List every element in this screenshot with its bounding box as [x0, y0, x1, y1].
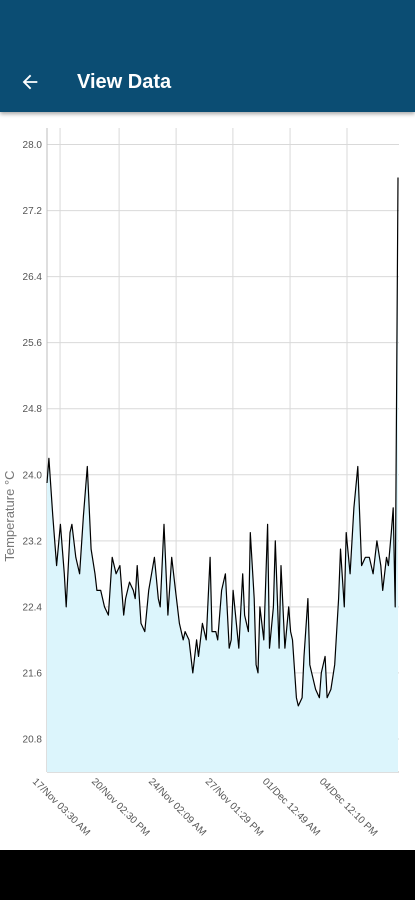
y-axis-ticks: 20.8 21.6 22.4 23.2 24.0 24.8 25.6 26.4 27.2 28.0	[23, 140, 43, 745]
y-axis-label: Temperature °C	[2, 470, 17, 561]
back-button[interactable]	[14, 66, 46, 98]
x-tick-label: 20/Nov 02:30 PM	[89, 776, 151, 838]
y-tick-label: 27.2	[23, 206, 43, 217]
y-tick-label: 21.6	[23, 668, 43, 679]
system-navigation-bar	[0, 850, 415, 900]
y-tick-label: 23.2	[23, 536, 43, 547]
x-tick-label: 17/Nov 03:30 AM	[30, 776, 92, 838]
app-bar: View Data	[0, 0, 415, 112]
page-title: View Data	[77, 71, 172, 93]
y-tick-label: 26.4	[23, 272, 43, 283]
arrow-left-icon	[22, 74, 38, 90]
y-tick-label: 24.8	[23, 404, 43, 415]
x-tick-label: 24/Nov 02:09 AM	[146, 776, 208, 838]
temperature-area	[47, 177, 398, 772]
y-tick-label: 22.4	[23, 602, 43, 613]
chart-container: 20.8 21.6 22.4 23.2 24.0 24.8 25.6 26.4 27.2 28.0…	[0, 112, 415, 850]
y-tick-label: 20.8	[23, 734, 43, 745]
x-tick-label: 27/Nov 01:29 PM	[203, 776, 265, 838]
y-tick-label: 24.0	[23, 470, 43, 481]
y-tick-label: 28.0	[23, 140, 43, 151]
temperature-line	[46, 177, 399, 707]
y-tick-label: 25.6	[23, 338, 43, 349]
x-tick-label: 01/Dec 12:49 AM	[260, 776, 322, 838]
temperature-chart: 20.8 21.6 22.4 23.2 24.0 24.8 25.6 26.4 27.2 28.0…	[2, 128, 399, 839]
x-tick-label: 04/Dec 12:10 PM	[317, 776, 379, 838]
